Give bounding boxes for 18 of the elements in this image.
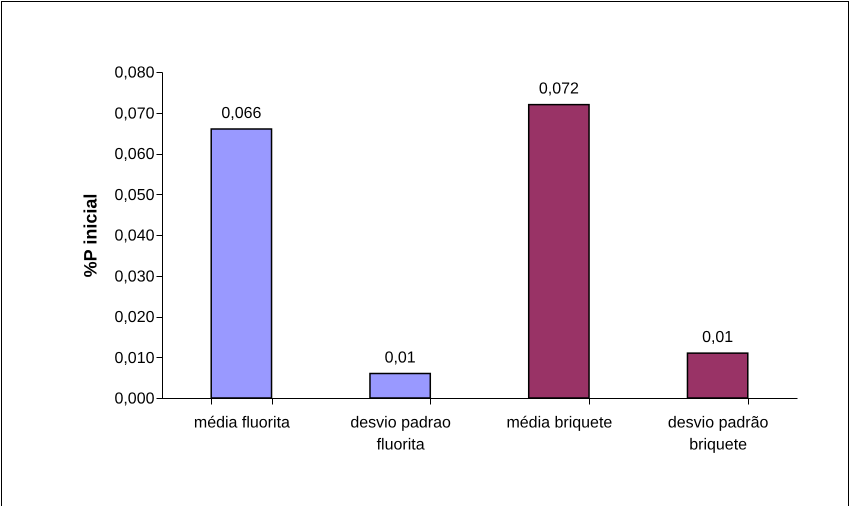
- x-tick-label: média briquete: [506, 414, 612, 432]
- data-label: 0,01: [384, 350, 416, 367]
- y-tick-label: 0,070: [114, 105, 155, 122]
- y-tick-label: 0,060: [114, 146, 155, 163]
- x-tick-label: desvio padrão briquete: [668, 414, 768, 454]
- y-tick-label: 0,030: [114, 268, 155, 286]
- x-tick-label: desvio padrao fluorita: [350, 414, 451, 454]
- y-tick-label: 0,050: [114, 186, 155, 204]
- y-tick-label: 0,010: [114, 350, 155, 367]
- y-tick-label: 0,040: [114, 228, 155, 244]
- data-label: 0,01: [702, 329, 734, 346]
- y-axis-title: %P inicial: [80, 194, 100, 278]
- y-tick-label: 0,080: [114, 64, 155, 82]
- y-tick-label: 0,020: [114, 309, 155, 326]
- x-tick-label: média fluorita: [194, 414, 290, 432]
- y-tick-label: 0,000: [114, 390, 155, 408]
- data-label: 0,072: [538, 80, 579, 98]
- data-label: 0,066: [221, 105, 262, 122]
